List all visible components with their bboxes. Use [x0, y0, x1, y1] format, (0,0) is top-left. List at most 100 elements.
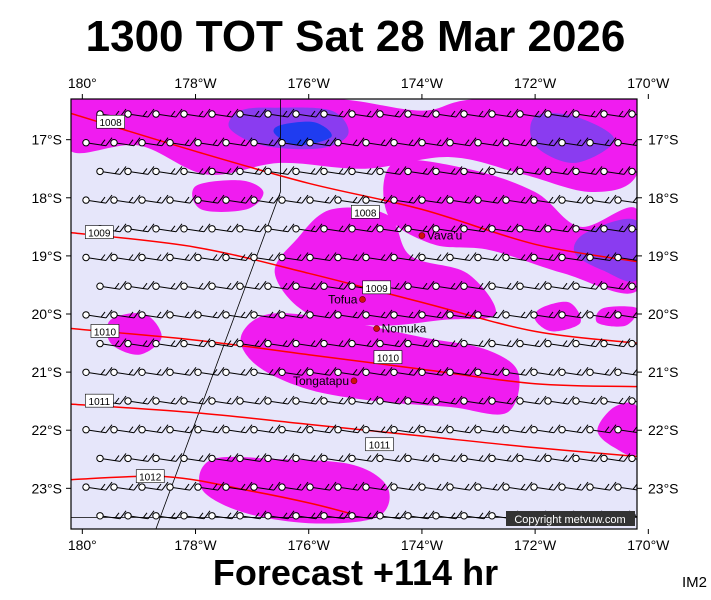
wind-barb — [558, 137, 589, 147]
wind-barb — [418, 137, 449, 147]
wind-barb — [292, 223, 323, 233]
isobar-label: 1010 — [90, 324, 120, 338]
lon-label-top: 178°W — [174, 75, 217, 91]
wind-barb — [110, 137, 141, 147]
wind-barb — [586, 424, 617, 434]
wind-barb — [474, 252, 505, 262]
wind-barb — [586, 252, 617, 262]
wind-barb — [362, 424, 393, 434]
lon-label-top: 170°W — [627, 75, 670, 91]
wind-barb — [250, 424, 281, 434]
wind-barb — [544, 280, 575, 290]
wind-barb — [544, 223, 575, 233]
wind-barb — [516, 395, 547, 405]
wind-barb — [362, 366, 393, 376]
isobar-value: 1010 — [94, 327, 117, 338]
forecast-label: Forecast +114 hr — [212, 552, 499, 593]
wind-barb — [292, 453, 323, 463]
isobar-value: 1010 — [377, 354, 400, 365]
place-marker: Tongatapu — [293, 374, 358, 388]
wind-barb — [335, 540, 364, 548]
wind-barb — [446, 137, 477, 147]
wind-barb — [320, 395, 351, 405]
wind-barb — [250, 137, 281, 147]
wind-barb — [208, 166, 239, 176]
wind-barb — [306, 194, 337, 204]
wind-barb — [460, 223, 491, 233]
wind-barb — [152, 108, 183, 118]
wind-barb — [600, 453, 631, 463]
wind-barb — [124, 510, 155, 520]
wind-barb — [502, 481, 533, 491]
wind-barb — [404, 108, 435, 118]
wind-barb — [572, 453, 603, 463]
lat-label-right: 19°S — [648, 248, 679, 264]
wind-barb — [600, 166, 631, 176]
place-name: Tofua — [328, 292, 358, 306]
wind-barb — [348, 338, 379, 348]
wind-barb — [390, 309, 421, 319]
wind-barb — [404, 453, 435, 463]
wind-barb — [572, 395, 603, 405]
wind-barb — [558, 366, 589, 376]
wind-barb — [334, 137, 365, 147]
isobar-line — [71, 231, 637, 344]
wind-barb — [474, 309, 505, 319]
wind-barb — [180, 510, 211, 520]
wind-barb — [306, 252, 337, 262]
wind-barb — [180, 223, 211, 233]
lat-label-left: 23°S — [31, 480, 62, 496]
wind-barb — [278, 309, 309, 319]
precip-area — [573, 218, 637, 282]
wind-barb — [516, 223, 547, 233]
wind-barb — [614, 368, 637, 376]
lon-label-bottom: 172°W — [514, 537, 557, 553]
wind-barb — [488, 338, 519, 348]
wind-barb — [96, 453, 127, 463]
wind-barb — [586, 366, 617, 376]
wind-barb — [152, 166, 183, 176]
wind-barb — [348, 395, 379, 405]
place-marker: Tofua — [328, 292, 366, 306]
wind-barb — [614, 426, 637, 434]
wind-barb — [264, 395, 295, 405]
place-dot — [350, 377, 358, 385]
wind-barb — [208, 223, 239, 233]
wind-barb — [152, 223, 183, 233]
wind-barb — [628, 167, 637, 176]
wind-barb — [475, 540, 504, 548]
lat-label-left: 21°S — [31, 364, 62, 380]
wind-barb — [362, 481, 393, 491]
wind-barb — [194, 424, 225, 434]
lat-label-right: 23°S — [648, 480, 679, 496]
wind-barb — [82, 366, 113, 376]
wind-barb — [223, 540, 252, 548]
wind-barb — [530, 309, 561, 319]
wind-barb — [166, 137, 197, 147]
isobar-label: 1009 — [85, 225, 114, 240]
wind-barb — [320, 108, 351, 118]
wind-barb — [110, 481, 141, 491]
wind-barb — [363, 540, 392, 548]
wind-barb — [418, 424, 449, 434]
wind-barb — [292, 280, 323, 290]
wind-barb — [222, 424, 253, 434]
lon-label-top: 180° — [68, 75, 97, 91]
wind-barb — [558, 252, 589, 262]
lat-label-left: 20°S — [31, 306, 62, 322]
wind-barb — [432, 223, 463, 233]
place-marker: Nomuka — [373, 322, 427, 336]
wind-barb — [264, 166, 295, 176]
axis-ticks: 180° 180° 178°W 178°W 176°W 176°W 174°W 174°W 17… — [31, 75, 678, 553]
wind-barb — [432, 166, 463, 176]
wind-barb — [488, 453, 519, 463]
wind-barb — [208, 395, 239, 405]
lat-label-right: 21°S — [648, 364, 679, 380]
wind-barb — [530, 137, 561, 147]
wind-barb — [432, 395, 463, 405]
wind-barb — [348, 223, 379, 233]
wind-barb — [614, 253, 637, 262]
wind-barb — [447, 540, 476, 548]
wind-barb — [320, 280, 351, 290]
wind-barb — [530, 252, 561, 262]
